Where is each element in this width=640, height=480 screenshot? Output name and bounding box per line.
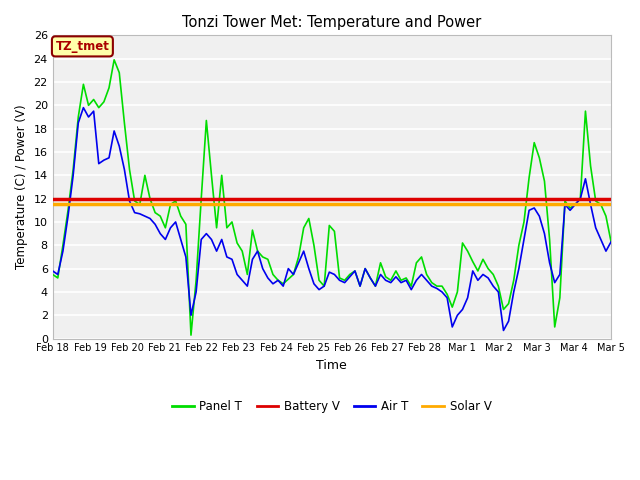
Y-axis label: Temperature (C) / Power (V): Temperature (C) / Power (V)	[15, 105, 28, 269]
Title: Tonzi Tower Met: Temperature and Power: Tonzi Tower Met: Temperature and Power	[182, 15, 481, 30]
Legend: Panel T, Battery V, Air T, Solar V: Panel T, Battery V, Air T, Solar V	[168, 395, 496, 418]
Text: TZ_tmet: TZ_tmet	[56, 40, 109, 53]
X-axis label: Time: Time	[317, 359, 348, 372]
